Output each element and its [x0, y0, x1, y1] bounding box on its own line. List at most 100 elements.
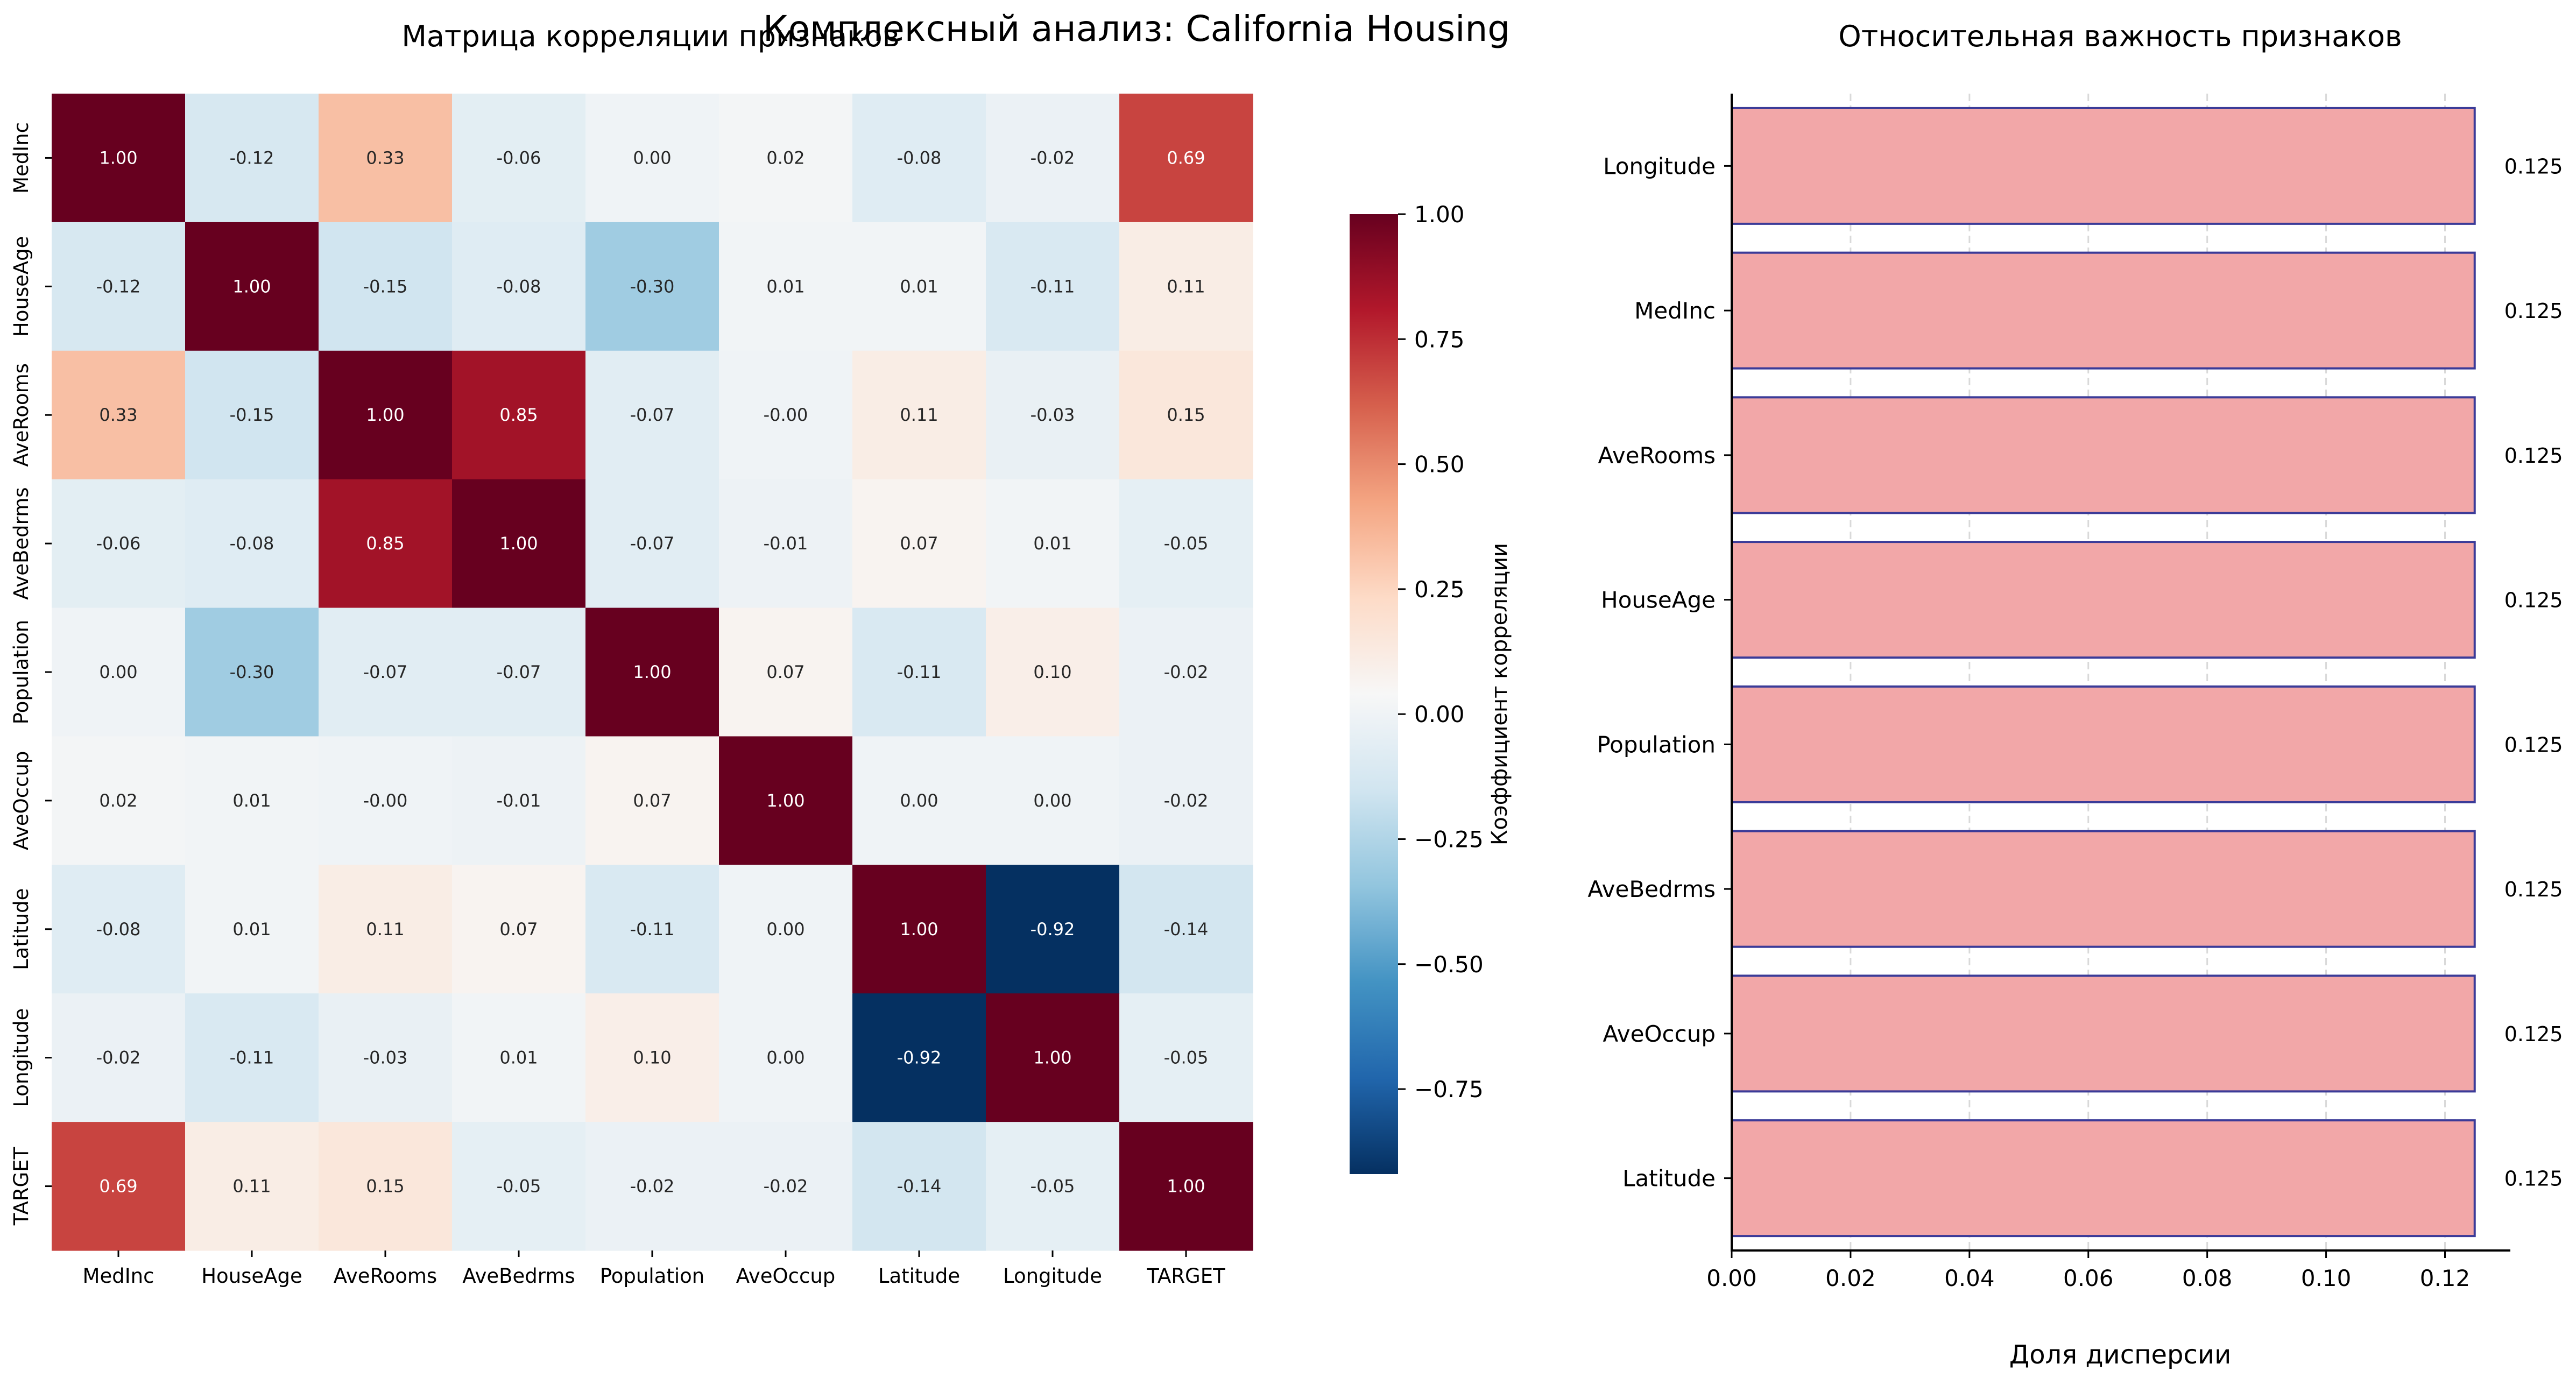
heatmap-col-label-averooms: AveRooms — [334, 1264, 437, 1288]
correlation-heatmap-panel: Матрица корреляции признаков 1.00 -0.12 0.… — [10, 19, 1253, 1288]
bar-x-axis-label: Доля дисперсии — [2009, 1340, 2232, 1370]
bar-category-label-latitude: Latitude — [1622, 1165, 1716, 1192]
heatmap-cell-houseage-latitude — [852, 222, 986, 351]
heatmap-cell-population-medinc — [52, 607, 186, 737]
heatmap-cell-averooms-averooms — [319, 350, 453, 480]
heatmap-col-label-target: TARGET — [1146, 1264, 1225, 1288]
heatmap-cells — [52, 94, 1253, 1251]
heatmap-row-label-aveoccup: AveOccup — [10, 751, 33, 851]
colorbar-tick-label: −0.25 — [1414, 826, 1484, 852]
heatmap-cell-medinc-population — [585, 94, 719, 223]
heatmap-cell-medinc-target — [1119, 94, 1253, 223]
heatmap-cell-averooms-population — [585, 350, 719, 480]
heatmap-col-label-houseage: HouseAge — [201, 1264, 302, 1288]
heatmap-row-label-target: TARGET — [10, 1147, 33, 1226]
heatmap-cell-medinc-medinc — [52, 94, 186, 223]
heatmap-cell-label-averooms-avebedrms: 0.85 — [499, 405, 538, 425]
heatmap-cell-aveoccup-longitude — [986, 736, 1120, 865]
heatmap-cell-longitude-avebedrms — [452, 993, 586, 1122]
heatmap-cell-population-target — [1119, 607, 1253, 737]
heatmap-row-label-avebedrms: AveBedrms — [10, 487, 33, 599]
bar-value-label-avebedrms: 0.125 — [2504, 878, 2563, 901]
heatmap-cell-target-target — [1119, 1122, 1253, 1251]
heatmap-cell-medinc-avebedrms — [452, 94, 586, 223]
heatmap-cell-label-houseage-latitude: 0.01 — [900, 276, 938, 296]
heatmap-cell-aveoccup-target — [1119, 736, 1253, 865]
heatmap-cell-avebedrms-aveoccup — [719, 479, 853, 609]
heatmap-col-label-aveoccup: AveOccup — [736, 1264, 836, 1288]
heatmap-cell-medinc-aveoccup — [719, 94, 853, 223]
feature-importance-bar-panel: Относительная важность признаков 0.125 0.… — [1587, 19, 2563, 1370]
colorbar-tick-label: −0.75 — [1414, 1076, 1484, 1103]
bar-category-label-medinc: MedInc — [1634, 298, 1716, 324]
heatmap-cell-label-averooms-longitude: -0.03 — [1031, 405, 1075, 425]
heatmap-cell-label-latitude-medinc: -0.08 — [96, 919, 141, 939]
heatmap-cell-latitude-houseage — [185, 865, 319, 994]
heatmap-cell-population-houseage — [185, 607, 319, 737]
heatmap-cell-population-avebedrms — [452, 607, 586, 737]
heatmap-cell-medinc-longitude — [986, 94, 1120, 223]
heatmap-cell-averooms-medinc — [52, 350, 186, 480]
heatmap-cell-avebedrms-houseage — [185, 479, 319, 609]
heatmap-cell-label-medinc-averooms: 0.33 — [366, 147, 404, 168]
heatmap-cell-aveoccup-averooms — [319, 736, 453, 865]
heatmap-cell-label-target-averooms: 0.15 — [366, 1176, 404, 1197]
heatmap-cell-label-population-longitude: 0.10 — [1033, 662, 1071, 682]
heatmap-cell-label-longitude-medinc: -0.02 — [96, 1048, 141, 1068]
heatmap-cell-label-aveoccup-houseage: 0.01 — [232, 790, 271, 811]
heatmap-cell-latitude-averooms — [319, 865, 453, 994]
heatmap-cell-longitude-target — [1119, 993, 1253, 1122]
heatmap-cell-houseage-averooms — [319, 222, 453, 351]
heatmap-cell-label-medinc-population: 0.00 — [633, 147, 671, 168]
heatmap-col-label-population: Population — [600, 1264, 704, 1288]
bar-x-tick-label: 0.10 — [2301, 1265, 2352, 1291]
colorbar-label: Коэффициент корреляции — [1487, 543, 1512, 845]
bar-value-label-longitude: 0.125 — [2504, 154, 2563, 178]
heatmap-cell-averooms-houseage — [185, 350, 319, 480]
heatmap-col-label-longitude: Longitude — [1003, 1264, 1102, 1288]
heatmap-cell-label-target-longitude: -0.05 — [1031, 1176, 1075, 1197]
heatmap-col-label-medinc: MedInc — [83, 1264, 154, 1288]
heatmap-cell-label-houseage-population: -0.30 — [630, 276, 675, 296]
heatmap-cell-label-population-medinc: 0.00 — [99, 662, 137, 682]
heatmap-cell-label-averooms-medinc: 0.33 — [99, 405, 137, 425]
heatmap-cell-houseage-longitude — [986, 222, 1120, 351]
heatmap-row-label-longitude: Longitude — [10, 1008, 33, 1107]
bar-value-label-houseage: 0.125 — [2504, 589, 2563, 612]
heatmap-cell-population-aveoccup — [719, 607, 853, 737]
colorbar-tick-label: 1.00 — [1414, 201, 1465, 228]
heatmap-cell-label-aveoccup-averooms: -0.00 — [363, 790, 408, 811]
heatmap-row-labels: MedInc HouseAge AveRooms AveBedrms Populatio… — [10, 122, 52, 1226]
heatmap-cell-target-population — [585, 1122, 719, 1251]
heatmap-cell-label-houseage-houseage: 1.00 — [232, 276, 271, 296]
heatmap-cell-label-longitude-target: -0.05 — [1164, 1048, 1209, 1068]
heatmap-cell-latitude-aveoccup — [719, 865, 853, 994]
heatmap-cell-avebedrms-population — [585, 479, 719, 609]
heatmap-cell-target-longitude — [986, 1122, 1120, 1251]
heatmap-cell-label-population-averooms: -0.07 — [363, 662, 408, 682]
bar-category-labels: Longitude MedInc AveRooms HouseAge Populatio… — [1587, 153, 1732, 1192]
heatmap-cell-label-population-houseage: -0.30 — [230, 662, 274, 682]
heatmap-cell-aveoccup-latitude — [852, 736, 986, 865]
heatmap-row-label-houseage: HouseAge — [10, 236, 33, 337]
heatmap-cell-label-avebedrms-avebedrms: 1.00 — [499, 533, 538, 554]
heatmap-cell-aveoccup-avebedrms — [452, 736, 586, 865]
bar-x-tick-label: 0.00 — [1706, 1265, 1757, 1291]
bar-x-tick-label: 0.04 — [1944, 1265, 1995, 1291]
heatmap-cell-label-averooms-averooms: 1.00 — [366, 405, 404, 425]
heatmap-cell-houseage-aveoccup — [719, 222, 853, 351]
bar-value-label-latitude: 0.125 — [2504, 1167, 2563, 1191]
heatmap-cell-longitude-medinc — [52, 993, 186, 1122]
heatmap-cell-label-target-houseage: 0.11 — [232, 1176, 271, 1197]
heatmap-cell-aveoccup-aveoccup — [719, 736, 853, 865]
bar-chart-title: Относительная важность признаков — [1838, 19, 2402, 53]
bar-averooms — [1731, 396, 2476, 514]
bar-value-label-medinc: 0.125 — [2504, 299, 2563, 323]
heatmap-cell-latitude-latitude — [852, 865, 986, 994]
colorbar-gradient — [1350, 214, 1398, 1174]
heatmap-cell-aveoccup-medinc — [52, 736, 186, 865]
heatmap-cell-latitude-avebedrms — [452, 865, 586, 994]
heatmap-cell-label-averooms-population: -0.07 — [630, 405, 675, 425]
heatmap-cell-population-population — [585, 607, 719, 737]
heatmap-cell-label-longitude-averooms: -0.03 — [363, 1048, 408, 1068]
